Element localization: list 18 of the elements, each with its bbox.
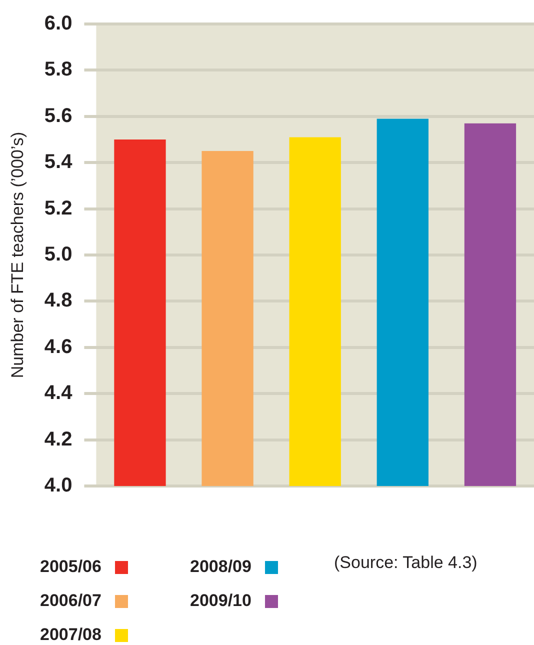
- legend-label: 2009/10: [190, 591, 252, 611]
- y-tick-label: 4.4: [44, 382, 74, 404]
- y-tick-label: 4.0: [44, 474, 72, 497]
- legend-label: 2006/07: [40, 591, 102, 611]
- text: (Source: Table 4.3): [334, 553, 478, 573]
- y-tick-label: 5.2: [44, 197, 72, 220]
- y-axis-title: Number of FTE teachers (’000’s): [8, 132, 27, 378]
- y-tick-label: 4.8: [44, 290, 72, 312]
- y-tick-label: 5.4: [44, 151, 74, 174]
- y-tick-label: 5.6: [44, 104, 72, 127]
- legend-label: 2008/09: [190, 557, 252, 577]
- legend-label: 2007/08: [40, 625, 102, 645]
- y-tick-label: 4.2: [44, 428, 72, 450]
- y-tick-label: 6.0: [44, 12, 72, 35]
- legend-label: 2005/06: [40, 557, 102, 577]
- y-tick-label: 5.8: [44, 58, 72, 81]
- y-tick-label: 4.6: [44, 336, 72, 358]
- y-tick-label: 5.0: [44, 244, 72, 266]
